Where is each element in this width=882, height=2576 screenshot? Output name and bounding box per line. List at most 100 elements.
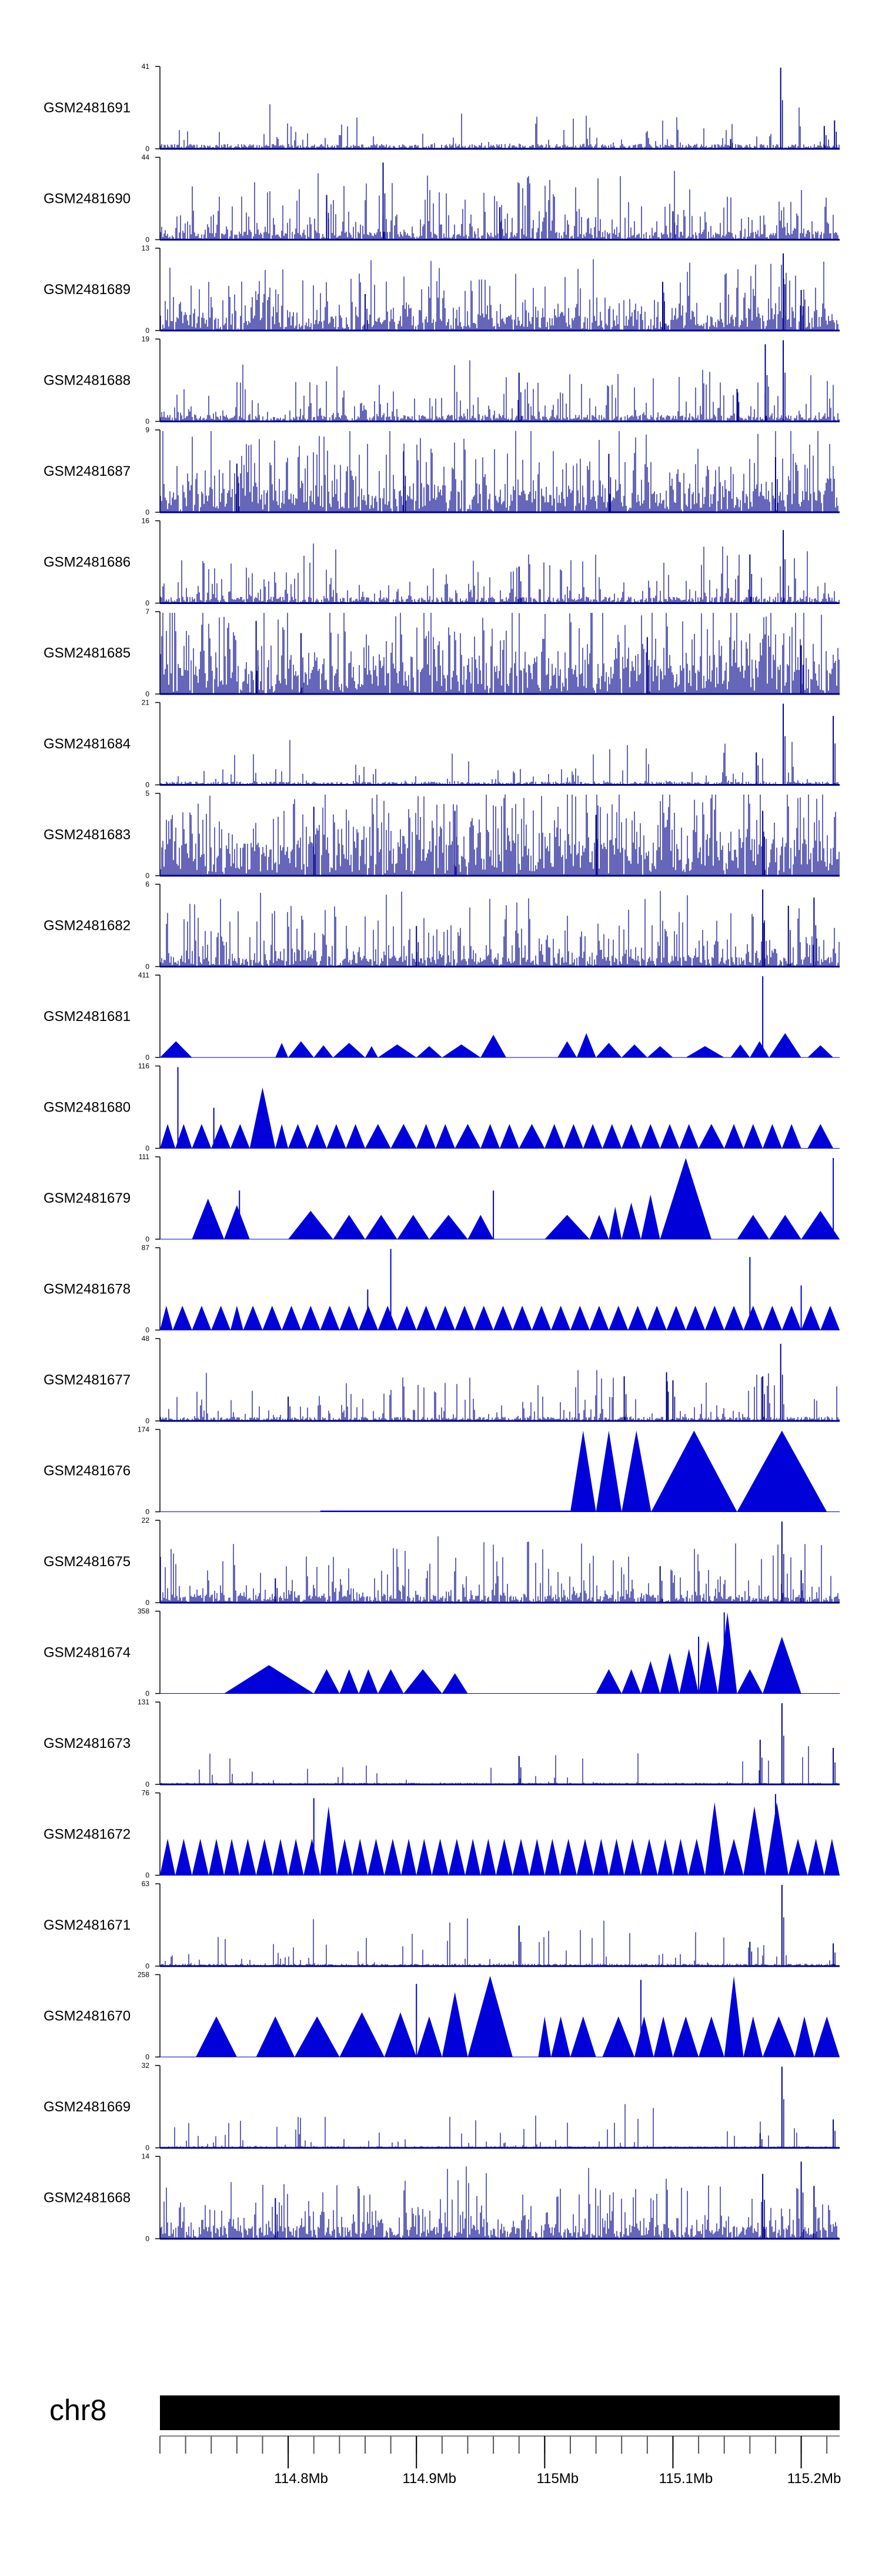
signal-triangle (538, 2016, 552, 2057)
signal-triangle (339, 1669, 359, 1694)
y-axis-max-label: 411 (138, 971, 149, 979)
track-label: GSM2481669 (44, 2099, 131, 2115)
signal-triangle (717, 1612, 737, 1694)
signal-triangle (583, 1124, 603, 1149)
track-GSM2481669: GSM2481669 32 0 (44, 2061, 840, 2152)
track-GSM2481688: GSM2481688 19 0 (44, 335, 840, 426)
signal-triangle (377, 1669, 404, 1694)
signal-triangle (657, 1838, 673, 1876)
signal-triangle (763, 2016, 795, 2057)
tracks-layer: GSM2481691410GSM2481690440GSM2481689130G… (44, 62, 840, 2243)
signal-bars (160, 795, 840, 876)
signal-triangle (628, 1306, 647, 1330)
signal-triangle (781, 1306, 801, 1330)
track-label: GSM2481677 (44, 1372, 131, 1388)
y-axis-max-label: 21 (142, 699, 150, 707)
signal-triangle (368, 1838, 385, 1876)
y-axis-max-label: 111 (139, 1153, 150, 1161)
track-label: GSM2481680 (44, 1100, 131, 1116)
track-GSM2481674: GSM2481674 358 0 (44, 1607, 840, 1698)
signal-triangle (448, 1838, 466, 1876)
track-label: GSM2481670 (44, 2008, 131, 2024)
signal-triangle (390, 1124, 417, 1149)
signal-bars (160, 543, 840, 603)
signal-triangle (397, 1214, 429, 1239)
signal-bars (160, 1918, 840, 1966)
signal-triangle (160, 1306, 173, 1330)
y-axis-max-label: 63 (142, 1880, 150, 1888)
signal-triangle (532, 1306, 552, 1330)
signal-triangle (596, 1043, 622, 1057)
signal-triangle (192, 1838, 209, 1876)
track-GSM2481672: GSM2481672 76 0 (44, 1789, 840, 1880)
signal-triangle (666, 1306, 686, 1330)
signal-triangle (416, 2016, 442, 2057)
track-label: GSM2481687 (44, 463, 131, 479)
track-label: GSM2481683 (44, 827, 131, 843)
y-axis-min-label: 0 (145, 1599, 149, 1607)
track-label: GSM2481673 (44, 1736, 131, 1751)
track-label: GSM2481675 (44, 1554, 131, 1570)
y-axis-max-label: 174 (138, 1426, 149, 1434)
track-GSM2481679: GSM2481679 111 0 (44, 1153, 840, 1243)
y-axis-min-label: 0 (145, 690, 149, 698)
track-GSM2481677: GSM2481677 48 0 (44, 1334, 840, 1425)
track-label: GSM2481691 (44, 100, 131, 116)
signal-triangle (622, 1430, 652, 1512)
signal-triangle (551, 2016, 570, 2057)
track-GSM2481681: GSM2481681 411 0 (44, 971, 840, 1062)
signal-triangle (737, 1669, 763, 1694)
track-GSM2481671: GSM2481671 63 0 (44, 1880, 840, 1970)
genome-tick-label: 115.2Mb (787, 2471, 841, 2487)
track-GSM2481673: GSM2481673 131 0 (44, 1698, 840, 1788)
track-label: GSM2481676 (44, 1463, 131, 1479)
signal-triangle (224, 1205, 250, 1239)
signal-triangle (442, 1673, 468, 1694)
signal-triangle (824, 1838, 840, 1876)
signal-triangle (326, 1124, 346, 1149)
signal-triangle (160, 1124, 176, 1149)
y-axis-min-label: 0 (145, 1144, 149, 1153)
signal-triangle (192, 1306, 212, 1330)
signal-triangle (339, 2012, 385, 2057)
signal-triangle (239, 1838, 256, 1876)
signal-triangle (794, 2016, 814, 2057)
signal-triangle (352, 1838, 368, 1876)
signal-triangle (288, 1124, 308, 1149)
signal-triangle (432, 1838, 449, 1876)
signal-triangle (172, 1306, 192, 1330)
signal-triangle (256, 2016, 295, 2057)
track-label: GSM2481682 (44, 918, 131, 934)
signal-triangle (699, 1640, 718, 1694)
signal-triangle (211, 1306, 230, 1330)
signal-triangle (609, 1206, 622, 1239)
track-GSM2481682: GSM2481682 6 0 (44, 880, 840, 971)
signal-triangle (564, 1124, 583, 1149)
signal-triangle (801, 1306, 821, 1330)
signal-triangle (634, 2016, 654, 2057)
genome-tick-label: 115Mb (537, 2471, 579, 2487)
track-label: GSM2481671 (44, 1917, 131, 1933)
signal-triangle (467, 1976, 513, 2057)
signal-triangle (647, 1046, 673, 1057)
signal-triangle (660, 1124, 680, 1149)
signal-triangle (401, 1838, 417, 1876)
y-axis-max-label: 16 (142, 517, 150, 525)
signal-triangle (589, 1214, 609, 1239)
signal-triangle (688, 1838, 705, 1876)
track-label: GSM2481678 (44, 1282, 131, 1297)
signal-triangle (763, 1124, 782, 1149)
signal-triangle (313, 1045, 333, 1057)
signal-triangle (660, 1158, 711, 1239)
track-label: GSM2481690 (44, 191, 131, 207)
y-axis-min-label: 0 (145, 508, 149, 516)
signal-triangle (384, 2012, 417, 2057)
track-GSM2481676: GSM2481676 174 0 (44, 1426, 840, 1516)
y-axis-max-label: 7 (145, 608, 149, 616)
signal-triangle (333, 1043, 365, 1057)
y-axis-min-label: 0 (145, 2053, 149, 2061)
track-GSM2481683: GSM2481683 5 0 (44, 789, 840, 880)
track-label: GSM2481679 (44, 1190, 131, 1206)
signal-triangle (416, 1124, 436, 1149)
genome-tick-label: 114.8Mb (274, 2471, 328, 2487)
